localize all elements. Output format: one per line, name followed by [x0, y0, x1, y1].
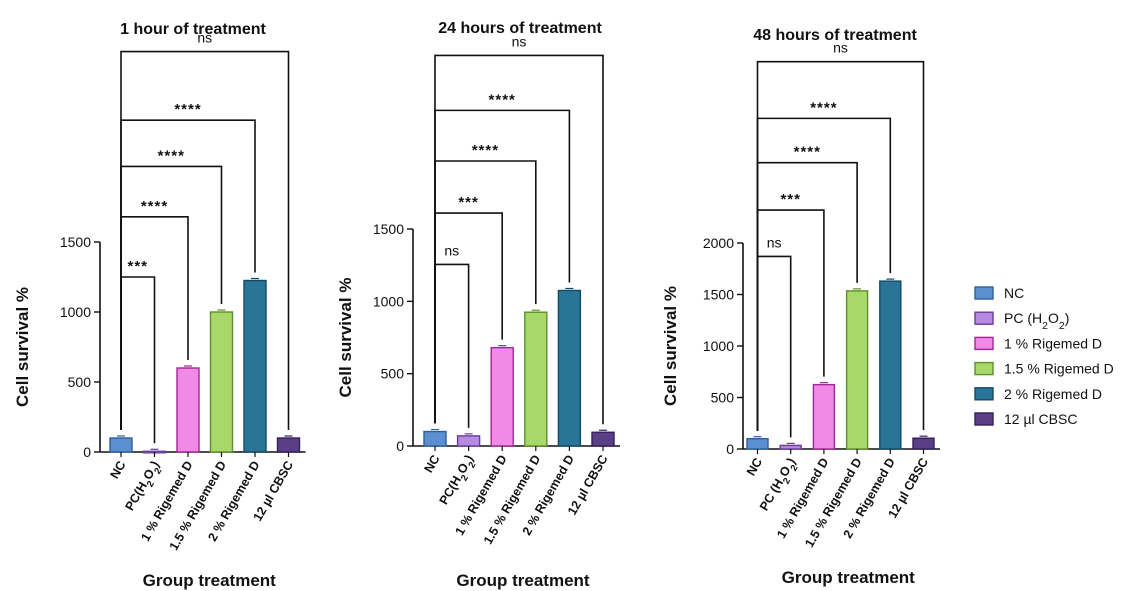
significance-bracket — [756, 60, 925, 431]
bar-3 — [812, 383, 836, 450]
category-label: NC — [744, 456, 765, 479]
bar-4 — [209, 311, 234, 453]
significance-label: ns — [767, 234, 782, 250]
chart-panel-3: 48 hours of treatment Cell survival % Grou… — [661, 27, 940, 587]
legend-label: 12 µl CBSC — [1004, 411, 1077, 427]
bar-1 — [109, 437, 133, 453]
y-tick-label: 500 — [711, 390, 735, 406]
y-axis-label: Cell survival % — [336, 277, 355, 397]
bar-3 — [176, 367, 200, 453]
bar-6 — [912, 437, 935, 450]
category-label: NC — [421, 453, 442, 476]
legend-swatch — [974, 412, 994, 426]
significance-label: ns — [833, 40, 848, 56]
y-tick-label: 1500 — [703, 287, 734, 303]
x-axis-label: Group treatment — [782, 568, 916, 587]
chart-title: 24 hours of treatment — [438, 20, 602, 37]
chart-panels: 1 hour of treatment Cell survival % Group … — [13, 20, 940, 590]
legend-label: 1 % Rigemed D — [1004, 335, 1102, 351]
y-axis-label: Cell survival % — [661, 286, 680, 406]
bar-2 — [779, 444, 802, 450]
significance-bracket — [120, 276, 156, 444]
bar-1 — [746, 438, 769, 450]
significance-label: **** — [174, 101, 201, 118]
legend-swatch — [974, 361, 994, 376]
bar-4 — [524, 311, 548, 447]
legend-item: 12 µl CBSC — [974, 411, 1077, 427]
y-tick-label: 500 — [381, 366, 405, 382]
bar-3 — [490, 346, 514, 447]
legend-item: 1 % Rigemed D — [974, 335, 1102, 351]
y-tick-label: 500 — [68, 374, 92, 390]
bar-6 — [276, 437, 301, 453]
category-label: PC (H2O2) — [757, 456, 802, 516]
significance-label: **** — [472, 142, 499, 159]
chart-title: 48 hours of treatment — [753, 27, 917, 44]
y-tick-label: 1000 — [703, 338, 734, 354]
chart-panel-2: 24 hours of treatment Cell survival % Grou… — [336, 20, 620, 590]
bar-5 — [243, 279, 267, 453]
legend-item: 2 % Rigemed D — [974, 386, 1102, 402]
legend-item: 1.5 % Rigemed D — [974, 361, 1114, 377]
y-axis-label: Cell survival % — [13, 287, 32, 407]
significance-label: **** — [141, 198, 168, 215]
legend-item: PC (H2O2) — [974, 310, 1069, 332]
significance-bracket — [434, 160, 537, 424]
bar-5 — [879, 280, 902, 450]
significance-label: **** — [489, 91, 516, 108]
y-tick-label: 0 — [396, 438, 404, 454]
significance-label: *** — [780, 191, 801, 208]
x-axis-label: Group treatment — [143, 571, 277, 590]
y-tick-label: 1000 — [60, 304, 91, 320]
chart-panel-1: 1 hour of treatment Cell survival % Group … — [13, 21, 306, 590]
significance-bracket — [434, 54, 604, 425]
legend-label: 1.5 % Rigemed D — [1004, 361, 1114, 377]
significance-bracket — [120, 165, 223, 430]
legend-swatch — [974, 387, 994, 401]
legend-swatch — [974, 336, 994, 351]
significance-bracket — [120, 50, 290, 430]
bar-1 — [423, 430, 447, 447]
significance-label: **** — [794, 144, 821, 161]
y-tick-label: 1000 — [373, 293, 404, 309]
chart-title: 1 hour of treatment — [120, 21, 266, 38]
legend-label: PC (H2O2) — [1004, 310, 1069, 332]
significance-bracket — [756, 255, 792, 438]
bar-5 — [557, 289, 582, 447]
significance-label: ns — [444, 242, 459, 258]
significance-label: **** — [158, 147, 185, 164]
significance-label: **** — [810, 99, 837, 116]
y-tick-label: 0 — [83, 444, 91, 460]
significance-bracket — [756, 161, 858, 431]
y-tick-label: 0 — [726, 441, 734, 457]
significance-label: ns — [512, 33, 527, 49]
significance-label: *** — [458, 194, 479, 211]
category-label: NC — [107, 459, 128, 482]
significance-label: *** — [127, 258, 148, 275]
y-tick-label: 2000 — [703, 235, 734, 251]
legend-swatch — [974, 311, 994, 325]
legend: NC PC (H2O2) 1 % Rigemed D 1.5 % Rigemed D 2… — [974, 285, 1114, 427]
bar-4 — [845, 290, 869, 450]
legend-label: 2 % Rigemed D — [1004, 386, 1102, 402]
y-tick-label: 1500 — [373, 221, 404, 237]
significance-bracket — [434, 263, 470, 428]
y-tick-label: 1500 — [60, 234, 91, 250]
significance-label: ns — [197, 30, 212, 46]
legend-swatch — [974, 286, 994, 300]
bar-2 — [456, 435, 481, 447]
legend-item: NC — [974, 285, 1024, 301]
legend-label: NC — [1004, 285, 1024, 301]
x-axis-label: Group treatment — [456, 571, 590, 590]
bar-6 — [591, 431, 615, 447]
